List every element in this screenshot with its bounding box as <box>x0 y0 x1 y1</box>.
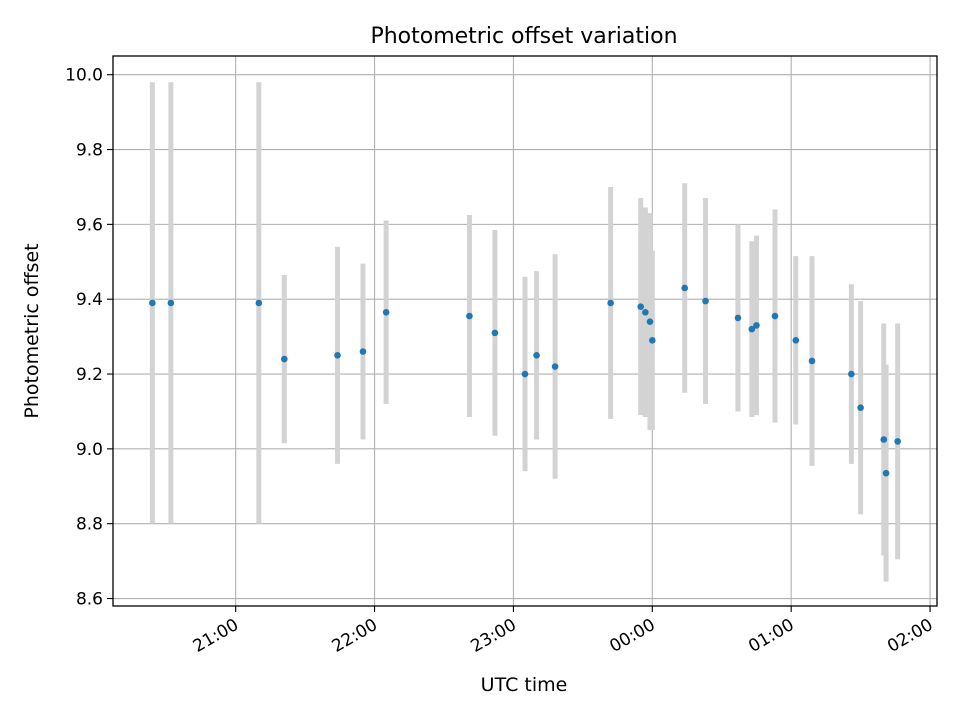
error-bars <box>149 82 901 582</box>
data-point <box>255 299 263 307</box>
data-point <box>771 312 779 320</box>
data-point <box>753 322 760 329</box>
data-point <box>882 469 890 477</box>
chart-title: Photometric offset variation <box>370 24 677 49</box>
data-point <box>792 337 800 344</box>
data-point <box>521 370 529 378</box>
data-point <box>551 363 559 370</box>
data-point <box>642 308 649 316</box>
y-tick-label: 9.2 <box>76 365 103 385</box>
grid <box>113 56 937 606</box>
x-tick-label: 23:00 <box>467 615 519 657</box>
data-point <box>382 308 390 316</box>
data-point <box>466 312 473 320</box>
data-point <box>359 348 367 355</box>
data-point <box>734 314 742 322</box>
y-tick-label: 9.0 <box>76 440 103 460</box>
axis-ticks: 21:00 22:00 23:00 00:00 01:00 02:00 8.6 8.8 9.0 9… <box>65 66 936 657</box>
data-point <box>702 297 709 305</box>
plot-frame <box>112 55 938 607</box>
x-tick-label: 01:00 <box>745 615 797 657</box>
data-point <box>149 299 156 307</box>
y-tick-label: 8.6 <box>76 590 103 610</box>
data-points <box>149 284 901 477</box>
data-point <box>681 284 689 292</box>
x-tick-label: 02:00 <box>884 615 936 657</box>
data-point <box>637 303 645 310</box>
y-tick-label: 8.8 <box>76 515 103 535</box>
y-tick-label: 9.6 <box>76 215 103 235</box>
data-point <box>880 436 888 443</box>
data-point <box>167 299 175 307</box>
data-point <box>533 352 540 359</box>
y-tick-label: 9.4 <box>76 290 103 310</box>
data-point <box>857 404 864 412</box>
data-point <box>334 352 341 359</box>
data-point <box>280 355 288 363</box>
data-point <box>808 357 816 365</box>
data-point <box>646 318 654 325</box>
x-tick-label: 00:00 <box>606 615 658 657</box>
data-point <box>649 337 656 344</box>
data-point <box>848 370 855 378</box>
data-point <box>491 329 499 337</box>
data-point <box>607 299 614 307</box>
x-axis-label: UTC time <box>481 674 568 696</box>
x-tick-label: 21:00 <box>190 615 242 657</box>
y-tick-label: 10.0 <box>65 66 103 86</box>
x-tick-label: 22:00 <box>329 615 381 657</box>
y-axis-label: Photometric offset <box>21 243 43 418</box>
y-tick-label: 9.8 <box>76 141 103 161</box>
data-point <box>894 438 901 445</box>
data-point <box>748 325 756 333</box>
